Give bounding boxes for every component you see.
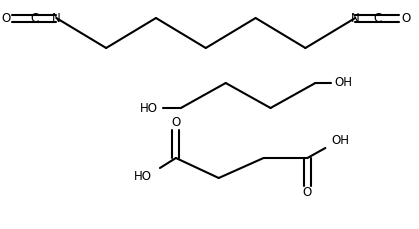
Text: N: N [52,11,61,25]
Text: N: N [351,11,360,25]
Text: O: O [401,11,411,25]
Text: O: O [1,11,10,25]
Text: HO: HO [134,169,152,183]
Text: C: C [373,11,381,25]
Text: OH: OH [334,76,352,90]
Text: O: O [303,186,312,199]
Text: C: C [30,11,39,25]
Text: HO: HO [140,101,158,114]
Text: O: O [171,117,181,130]
Text: OH: OH [331,134,349,147]
